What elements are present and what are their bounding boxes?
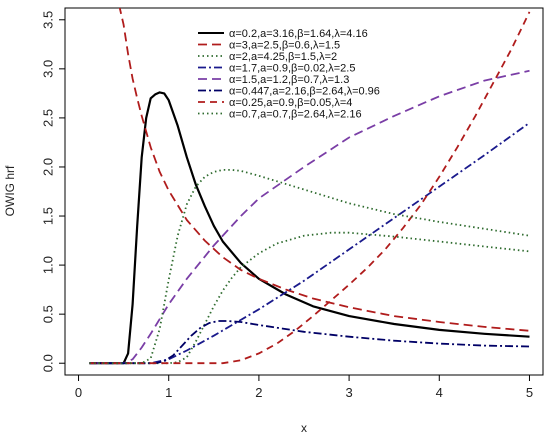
axes-layer: 0 1 2 3 4 5 0.0 0.5 1.0 1.5 2.0 2.5 3.0 3.5 <box>40 11 533 400</box>
legend: α=0.2,a=3.16,β=1.64,λ=4.16α=3,a=2.5,β=0.… <box>198 28 380 121</box>
legend-entry: α=0.2,a=3.16,β=1.64,λ=4.16 <box>229 28 368 40</box>
y-tick-label: 0.5 <box>40 305 55 323</box>
legend-entry: α=1.5,a=1.2,β=0.7,λ=1.3 <box>229 74 349 86</box>
series-line-1 <box>89 91 530 365</box>
x-tick-label: 5 <box>526 385 533 400</box>
y-tick-label: 2.0 <box>40 158 55 176</box>
x-tick-label: 2 <box>255 385 262 400</box>
series-line-6 <box>89 320 530 365</box>
plot-frame <box>64 7 544 376</box>
series-layer <box>89 8 531 365</box>
y-tick-label: 0.0 <box>40 354 55 372</box>
legend-entry: α=0.7,a=0.7,β=2.64,λ=2.16 <box>229 109 362 121</box>
series-line-5 <box>89 69 530 365</box>
y-tick-label: 1.0 <box>40 256 55 274</box>
legend-entry: α=0.447,a=2.16,β=2.64,λ=0.96 <box>229 86 380 98</box>
x-tick-label: 4 <box>436 385 443 400</box>
series-line-7 <box>89 11 531 365</box>
y-tick-label: 3.0 <box>40 60 55 78</box>
x-tick-label: 3 <box>345 385 352 400</box>
x-tick-label: 1 <box>165 385 172 400</box>
legend-entry: α=0.25,a=0.9,β=0.05,λ=4 <box>229 97 352 109</box>
legend-entry: α=3,a=2.5,β=0.6,λ=1.5 <box>229 40 340 52</box>
y-axis-title: OWIG hrf <box>3 165 17 216</box>
series-line-8 <box>89 168 530 365</box>
x-tick-label: 0 <box>75 385 82 400</box>
y-tick-label: 1.5 <box>40 207 55 225</box>
legend-entry: α=1.7,a=0.9,β=0.02,λ=2.5 <box>229 63 355 75</box>
x-axis-title: x <box>301 421 307 435</box>
series-line-2 <box>118 8 530 332</box>
y-tick-label: 3.5 <box>40 11 55 29</box>
y-tick-label: 2.5 <box>40 109 55 127</box>
legend-entry: α=2,a=4.25,β=1.5,λ=2 <box>229 51 337 63</box>
